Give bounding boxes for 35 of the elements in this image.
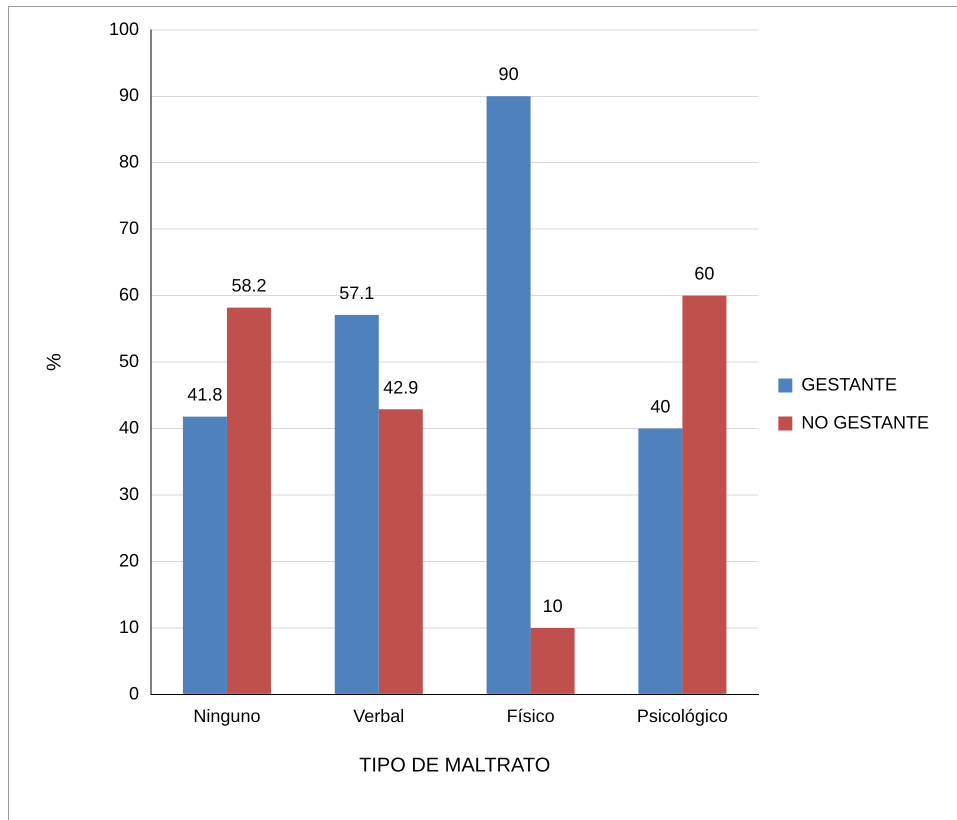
x-tick-label: Físico xyxy=(506,706,555,726)
data-label: 60 xyxy=(694,264,714,284)
data-label: 41.8 xyxy=(187,384,222,405)
y-axis-title: % xyxy=(44,353,66,371)
data-label: 40 xyxy=(650,396,670,417)
legend-label: GESTANTE xyxy=(801,374,898,394)
bar xyxy=(638,428,682,694)
y-tick-label: 60 xyxy=(119,284,140,305)
y-tick-label: 30 xyxy=(119,484,140,504)
data-label: 10 xyxy=(542,596,563,616)
data-label: 58.2 xyxy=(231,276,266,296)
data-label: 42.9 xyxy=(383,377,418,398)
x-tick-label: Ninguno xyxy=(193,706,260,726)
bar xyxy=(378,409,423,694)
legend-label: NO GESTANTE xyxy=(801,412,930,432)
data-label: 90 xyxy=(498,64,519,84)
bar xyxy=(182,416,227,694)
y-tick-label: 40 xyxy=(119,418,140,438)
bar xyxy=(226,308,271,694)
x-tick-label: Verbal xyxy=(353,706,404,726)
x-tick-label: Psicológico xyxy=(636,706,728,726)
y-tick-label: 20 xyxy=(119,550,140,570)
y-tick-label: 10 xyxy=(119,616,140,637)
y-tick-label: 100 xyxy=(108,18,140,39)
data-label: 57.1 xyxy=(339,282,374,303)
bar xyxy=(682,296,726,694)
y-tick-label: 70 xyxy=(119,218,140,238)
y-tick-label: 90 xyxy=(119,85,140,106)
bar xyxy=(486,96,531,694)
y-tick-label: 80 xyxy=(119,152,140,172)
y-tick-label: 0 xyxy=(129,683,140,704)
bar xyxy=(530,628,575,694)
bar xyxy=(334,314,379,694)
x-axis-title: TIPO DE MALTRATO xyxy=(359,754,550,777)
y-tick-label: 50 xyxy=(119,351,140,372)
